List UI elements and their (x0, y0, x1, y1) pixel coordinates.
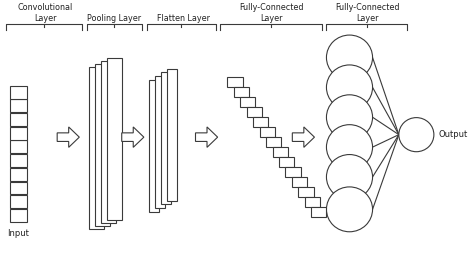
Bar (149, 80, 159, 212)
Ellipse shape (327, 125, 373, 170)
Ellipse shape (327, 187, 373, 232)
Bar (9, 127, 27, 140)
Text: Convolutional
Layer: Convolutional Layer (18, 3, 73, 23)
Bar (273, 147, 288, 157)
Ellipse shape (399, 118, 434, 152)
Polygon shape (122, 127, 144, 147)
Bar (240, 97, 255, 107)
Bar (167, 69, 177, 201)
Bar (298, 187, 313, 197)
Bar (234, 87, 249, 97)
Text: Fully-Connected
Layer: Fully-Connected Layer (239, 3, 303, 23)
Text: Output: Output (438, 130, 468, 139)
Bar (9, 209, 27, 222)
Bar (9, 195, 27, 208)
Text: Pooling Layer: Pooling Layer (87, 14, 141, 23)
Bar (260, 127, 275, 137)
Text: Input: Input (8, 229, 29, 238)
Polygon shape (292, 127, 314, 147)
Bar (228, 77, 243, 87)
Polygon shape (195, 127, 218, 147)
Polygon shape (57, 127, 79, 147)
Bar (9, 168, 27, 181)
Bar (292, 177, 307, 187)
Bar (89, 67, 104, 229)
Bar (305, 197, 320, 207)
Bar (9, 99, 27, 112)
Bar (9, 140, 27, 153)
Bar (253, 117, 268, 127)
Bar (9, 113, 27, 126)
Bar (311, 207, 327, 217)
Bar (161, 72, 171, 204)
Bar (9, 181, 27, 194)
Bar (9, 86, 27, 99)
Bar (246, 107, 262, 117)
Ellipse shape (327, 95, 373, 140)
Bar (155, 76, 165, 208)
Bar (9, 154, 27, 167)
Bar (101, 61, 116, 223)
Text: Flatten Layer: Flatten Layer (157, 14, 210, 23)
Bar (279, 157, 294, 167)
Text: Fully-Connected
Layer: Fully-Connected Layer (336, 3, 400, 23)
Bar (285, 167, 301, 177)
Bar (95, 64, 110, 226)
Ellipse shape (327, 35, 373, 80)
Ellipse shape (327, 155, 373, 199)
Bar (266, 137, 281, 147)
Bar (107, 58, 122, 220)
Ellipse shape (327, 65, 373, 110)
